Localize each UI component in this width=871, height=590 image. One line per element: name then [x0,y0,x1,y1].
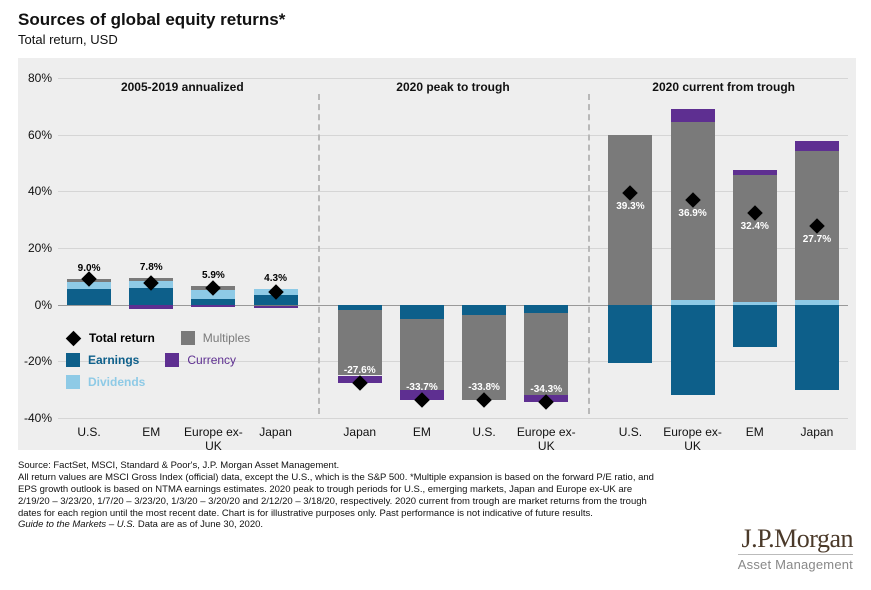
gridline [58,135,848,136]
footer-text: Source: FactSet, MSCI, Standard & Poor's… [18,460,658,531]
chart-legend: Total return Multiples Earnings Currency Div… [66,327,250,393]
y-tick-label: 80% [18,71,52,85]
x-axis-label: Europe ex-UK [659,426,727,454]
y-tick-label: 60% [18,128,52,142]
y-tick-label: -40% [18,411,52,425]
bar-group: -27.6% [338,78,382,418]
x-axis-label: Europe ex-UK [512,426,580,454]
bar-segment-earnings [524,305,568,314]
gridline [58,248,848,249]
bar-segment-earnings [400,305,444,319]
chart-subtitle: Total return, USD [18,32,871,47]
total-return-label: 9.0% [78,263,101,274]
gridline [58,191,848,192]
gridline [58,78,848,79]
total-return-label: 4.3% [264,273,287,284]
bar-segment-multiples [608,135,652,304]
bar-segment-currency [129,305,173,310]
bar-segment-currency [191,305,235,307]
legend-item: Currency [165,349,236,371]
brand-logo: J.P.Morgan Asset Management [738,524,853,572]
chart-title: Sources of global equity returns* [18,10,871,30]
x-axis-label: U.S. [596,426,664,440]
logo-sub: Asset Management [738,554,853,572]
bar-group: -33.7% [400,78,444,418]
x-axis-label: Japan [326,426,394,440]
plot-region: -40%-20%0%20%40%60%80%2005-2019 annualiz… [58,78,848,418]
bar-group: 27.7% [795,78,839,418]
footer-disclaimer: All return values are MSCI Gross Index (… [18,472,658,520]
logo-main: J.P.Morgan [738,524,853,554]
bar-group: 32.4% [733,78,777,418]
bar-segment-earnings [733,305,777,348]
legend-label: Earnings [88,353,139,367]
total-return-label: 39.3% [616,201,644,212]
bar-segment-earnings [608,305,652,363]
panel-divider [318,94,320,414]
total-return-label: -33.8% [468,382,500,393]
x-axis-label: EM [721,426,789,440]
bar-segment-earnings [671,305,715,396]
gridline [58,305,848,306]
total-return-label: 5.9% [202,270,225,281]
bar-segment-earnings [462,305,506,315]
total-return-label: 36.9% [678,208,706,219]
x-axis-label: EM [117,426,185,440]
total-return-label: 7.8% [140,262,163,273]
x-axis-label: Europe ex-UK [179,426,247,454]
bar-segment-dividends [671,300,715,304]
total-return-label: -33.7% [406,382,438,393]
y-tick-label: 20% [18,241,52,255]
bar-group: 36.9% [671,78,715,418]
bar-segment-currency [671,109,715,121]
x-axis-label: Japan [783,426,851,440]
bar-segment-dividends [733,302,777,305]
legend-label: Total return [89,331,155,345]
legend-label: Multiples [203,331,250,345]
color-swatch [66,353,80,367]
bar-group: 39.3% [608,78,652,418]
panel-divider [588,94,590,414]
y-tick-label: -20% [18,354,52,368]
x-axis-label: U.S. [450,426,518,440]
legend-label: Currency [187,353,236,367]
bar-segment-multiples [400,319,444,390]
x-axis-label: Japan [242,426,310,440]
y-tick-label: 40% [18,184,52,198]
bar-group: -34.3% [524,78,568,418]
total-return-label: -34.3% [530,384,562,395]
footer-guide: Guide to the Markets – U.S. [18,519,135,530]
bar-group: -33.8% [462,78,506,418]
bar-segment-earnings [795,305,839,390]
diamond-icon [66,331,82,347]
bar-segment-currency [795,141,839,151]
color-swatch [181,331,195,345]
x-axis-label: EM [388,426,456,440]
color-swatch [165,353,179,367]
x-axis-label: U.S. [55,426,123,440]
footer-source: Source: FactSet, MSCI, Standard & Poor's… [18,460,658,472]
chart-area: -40%-20%0%20%40%60%80%2005-2019 annualiz… [18,58,856,450]
bar-segment-currency [733,170,777,175]
footer-date: Data are as of June 30, 2020. [135,519,263,530]
bar-segment-multiples [733,175,777,302]
total-return-label: 27.7% [803,234,831,245]
gridline [58,418,848,419]
bar-group: 4.3% [254,78,298,418]
total-return-label: -27.6% [344,365,376,376]
legend-item: Total return [66,327,155,349]
legend-item: Earnings [66,349,139,371]
bar-segment-earnings [67,289,111,305]
total-return-label: 32.4% [741,221,769,232]
legend-item: Dividends [66,371,145,393]
y-tick-label: 0% [18,298,52,312]
legend-item: Multiples [181,327,250,349]
bar-segment-dividends [795,300,839,305]
legend-label: Dividends [88,375,145,389]
color-swatch [66,375,80,389]
bar-segment-currency [254,306,298,308]
